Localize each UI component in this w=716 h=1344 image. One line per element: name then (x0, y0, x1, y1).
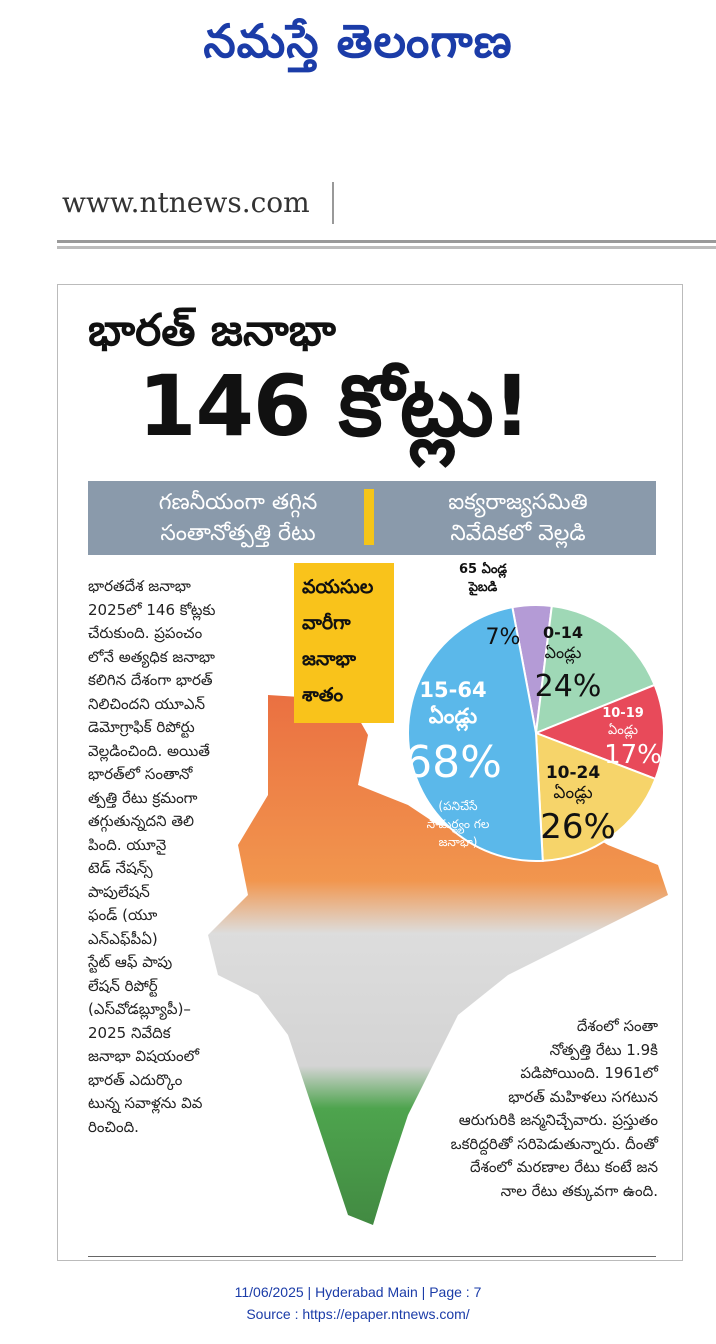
headline-kicker: భారత్ జనాభా (88, 305, 336, 356)
banner-right-line: నివేదికలో వెల్లడి (450, 521, 586, 546)
banner-separator (364, 489, 374, 545)
body-line: టెడ్ నేషన్స్ (88, 859, 153, 877)
banner-left-line: గణనీయంగా తగ్గిన (158, 490, 318, 515)
headline-main: 146 కోట్లు! (138, 357, 531, 455)
slice-pct-0-14: 24% (534, 669, 602, 704)
slice-label-10-19: 10-19 ఏండ్లు (593, 705, 653, 739)
slice-pct-10-24: 26% (540, 807, 616, 847)
pie-slice (407, 606, 544, 862)
body-line: పాపులేషన్ (88, 882, 150, 901)
body-line: భారత్ మహిళలు సగటున (508, 1087, 658, 1106)
pie-slice (534, 604, 656, 735)
slice-label-0-14: 0-14 ఏండ్లు (528, 623, 598, 663)
slice-label-15-64: 15-64 ఏండ్లు (398, 677, 508, 729)
pie-slices (407, 604, 665, 862)
body-line: దేశంలో సంతా (576, 1017, 658, 1035)
slice-label-text: ఏండ్లు (553, 783, 593, 803)
slice-pct-65plus: 7% (485, 625, 521, 650)
body-line: త్పత్తి రేటు క్రమంగా (88, 788, 198, 807)
slice-label-text: 65 ఏండ్ల (458, 562, 508, 577)
body-text-left: భారతదేశ జనాభా 2025లో 146 కోట్లకు చేరుకుంది… (88, 575, 258, 1139)
divider (57, 240, 716, 243)
banner-right: ఐక్యరాజ్యసమితి నివేదికలో వెల్లడి (388, 487, 648, 549)
chart-title-line: జనాభా (302, 648, 356, 670)
footer-date-line: 11/06/2025 | Hyderabad Main | Page : 7 (234, 1284, 482, 1300)
pie-chart (407, 604, 665, 862)
pie-slice (533, 683, 665, 781)
subhead-banner: గణనీయంగా తగ్గిన సంతానోత్పత్తి రేటు ఐక్యర… (88, 481, 656, 555)
chart-title-line: శాతం (302, 684, 344, 706)
slice-label-text: ఏండ్లు (428, 704, 478, 728)
body-line: పడిపోయింది. 1961లో (520, 1064, 658, 1082)
divider (88, 1256, 656, 1257)
body-line: 2025లో 146 కోట్లకు (88, 600, 216, 619)
masthead: నమస్తే తెలంగాణ (0, 0, 716, 90)
body-line: టున్న సవాళ్లను వివ (88, 1094, 203, 1112)
body-line: (ఎస్‌వోడబ్ల్యూపీ)– (88, 1000, 191, 1018)
pie-slice (534, 731, 657, 862)
body-line: పింది. యూనై (88, 835, 167, 854)
banner-left-line: సంతానోత్పత్తి రేటు (160, 521, 316, 546)
body-line: నోత్పత్తి రేటు 1.9కి (549, 1040, 658, 1059)
site-url[interactable]: www.ntnews.com (62, 186, 310, 219)
body-line: ఎన్ఎఫ్‌పీఏ) (88, 929, 158, 948)
chart-title-line: వారీగా (302, 612, 351, 634)
body-line: ఆరుగురికి జన్మనిచ్చేవారు. ప్రస్తుతం (458, 1111, 658, 1129)
slice-label-10-24: 10-24 ఏండ్లు (528, 763, 618, 803)
slice-note-15-64: (పనిచేసే సామర్థ్యం గల జనాభా) (393, 797, 523, 851)
body-line: భారతదేశ జనాభా (88, 577, 191, 595)
body-line: చేరుకుంది. ప్రపంచం (88, 624, 203, 642)
body-line: రించింది. (88, 1117, 139, 1136)
body-line: డెమోగ్రాఫిక్ రిపోర్టు (88, 718, 195, 736)
chart-title-tag: వయసుల వారీగా జనాభా శాతం (294, 563, 394, 723)
body-line: నిలిచిందని యూఎన్ (88, 694, 206, 713)
chart-title-line: వయసుల (302, 576, 374, 598)
body-line: దేశంలో మరణాల రేటు కంటే జన (469, 1158, 658, 1176)
divider (332, 182, 334, 224)
slice-note-text: సామర్థ్యం గల (426, 817, 490, 831)
body-line: కలిగిన దేశంగా భారత్ (88, 671, 213, 689)
chart-title: వయసుల వారీగా జనాభా శాతం (302, 569, 386, 713)
slice-label-text: ఏండ్లు (544, 643, 582, 662)
slice-label-text: 15-64 (419, 678, 487, 702)
body-line: లేషన్ రిపోర్ట్ (88, 976, 158, 995)
body-line: ఫండ్ (యూ (88, 906, 158, 924)
masthead-title: నమస్తే తెలంగాణ (203, 14, 513, 68)
banner-right-line: ఐక్యరాజ్యసమితి (448, 490, 588, 515)
body-line: లోనే అత్యధిక జనాభా (88, 647, 216, 666)
slice-label-65plus: 65 ఏండ్ల పైబడి (438, 561, 528, 597)
body-line: నాల రేటు తక్కువగా ఉంది. (500, 1181, 658, 1200)
slice-label-text: ఏండ్లు (608, 723, 638, 738)
footer-source-line[interactable]: Source : https://epaper.ntnews.com/ (246, 1306, 470, 1322)
slice-label-text: 10-24 (545, 763, 601, 783)
body-line: తగ్గుతున్నదని తెలి (88, 812, 195, 830)
divider (57, 246, 716, 249)
body-line: జనాభా విషయంలో (88, 1047, 200, 1065)
slice-pct-10-19: 17% (604, 740, 662, 770)
body-line: స్టేట్ ఆఫ్ పాపు (88, 953, 173, 971)
body-line: 2025 నివేదిక (88, 1023, 171, 1042)
article: భారత్ జనాభా 146 కోట్లు! గణనీయంగా తగ్గిన … (57, 284, 683, 1261)
body-text-right: దేశంలో సంతా నోత్పత్తి రేటు 1.9కి పడిపోయింద… (418, 1015, 658, 1203)
banner-left: గణనీయంగా తగ్గిన సంతానోత్పత్తి రేటు (108, 487, 368, 549)
slice-label-text: 10-19 (602, 706, 644, 721)
body-line: ఒకరిద్దరితో సరిపెడుతున్నారు. దీంతో (450, 1134, 658, 1153)
slice-note-text: జనాభా) (438, 835, 478, 849)
slice-note-text: (పనిచేసే (438, 799, 478, 813)
body-line: భారత్‌లో సంతానో (88, 765, 193, 783)
slice-label-text: పైబడి (468, 580, 498, 595)
body-line: వెల్లడించింది. అయితే (88, 741, 210, 760)
slice-label-text: 0-14 (542, 623, 584, 642)
slice-pct-15-64: 68% (404, 737, 502, 788)
body-line: భారత్ ఎదుర్కొం (88, 1070, 183, 1089)
